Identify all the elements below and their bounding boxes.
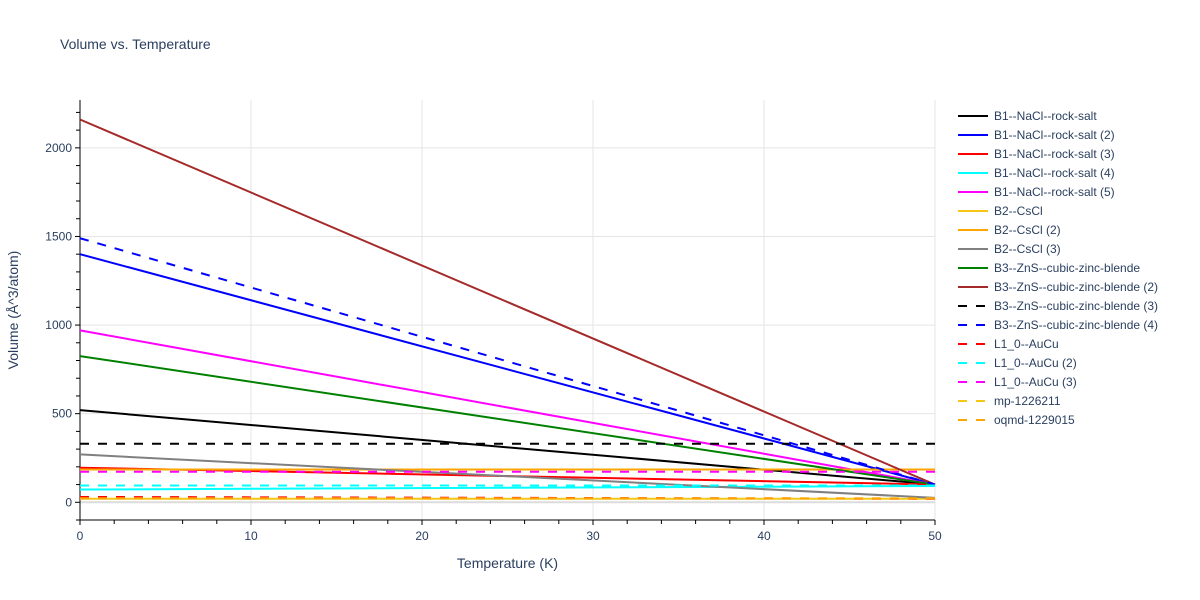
legend-item[interactable]: B3--ZnS--cubic-zinc-blende	[958, 258, 1158, 277]
legend-swatch-icon	[958, 304, 988, 307]
legend-label: B2--CsCl (3)	[994, 241, 1061, 256]
x-tick-label: 40	[757, 529, 771, 543]
y-tick-label: 2000	[45, 141, 72, 155]
legend-swatch-icon	[958, 361, 988, 364]
legend-item[interactable]: B1--NaCl--rock-salt (4)	[958, 163, 1158, 182]
y-tick-label: 500	[52, 407, 72, 421]
legend-label: L1_0--AuCu (3)	[994, 374, 1077, 389]
series-line	[79, 237, 936, 486]
y-axis-label: Volume (Å^3/atom)	[5, 251, 21, 370]
legend-swatch-icon	[958, 114, 988, 117]
legend-label: B1--NaCl--rock-salt (3)	[994, 146, 1115, 161]
legend-swatch-icon	[958, 266, 988, 269]
y-tick-label: 0	[65, 495, 72, 509]
legend-label: B1--NaCl--rock-salt (2)	[994, 127, 1115, 142]
legend-item[interactable]: B1--NaCl--rock-salt (5)	[958, 182, 1158, 201]
legend-label: L1_0--AuCu	[994, 336, 1059, 351]
legend-swatch-icon	[958, 323, 988, 326]
series-line	[79, 453, 936, 499]
y-tick-label: 1500	[45, 229, 72, 243]
series-line	[79, 253, 936, 486]
legend: B1--NaCl--rock-salt B1--NaCl--rock-salt (…	[958, 106, 1158, 429]
x-tick-label: 20	[415, 529, 429, 543]
legend-item[interactable]: oqmd-1229015	[958, 410, 1158, 429]
legend-item[interactable]: L1_0--AuCu (2)	[958, 353, 1158, 372]
x-tick-label: 50	[928, 529, 942, 543]
legend-label: B1--NaCl--rock-salt	[994, 108, 1097, 123]
x-tick-label: 0	[77, 529, 84, 543]
legend-item[interactable]: B3--ZnS--cubic-zinc-blende (4)	[958, 315, 1158, 334]
legend-label: B1--NaCl--rock-salt (5)	[994, 184, 1115, 199]
legend-item[interactable]: B2--CsCl	[958, 201, 1158, 220]
series-line	[79, 118, 936, 486]
legend-label: B3--ZnS--cubic-zinc-blende (2)	[994, 279, 1159, 294]
series-line	[79, 409, 936, 486]
legend-swatch-icon	[958, 133, 988, 136]
legend-item[interactable]: L1_0--AuCu	[958, 334, 1158, 353]
series-line	[79, 329, 936, 486]
legend-swatch-icon	[958, 152, 988, 155]
y-tick-label: 1000	[45, 318, 72, 332]
legend-swatch-icon	[958, 285, 988, 288]
legend-swatch-icon	[958, 190, 988, 193]
legend-label: B1--NaCl--rock-salt (4)	[994, 165, 1115, 180]
legend-swatch-icon	[958, 399, 988, 402]
legend-swatch-icon	[958, 342, 988, 345]
legend-label: B3--ZnS--cubic-zinc-blende (3)	[994, 298, 1159, 313]
x-tick-label: 30	[586, 529, 600, 543]
legend-item[interactable]: B2--CsCl (3)	[958, 239, 1158, 258]
legend-item[interactable]: mp-1226211	[958, 391, 1158, 410]
legend-item[interactable]: B2--CsCl (2)	[958, 220, 1158, 239]
legend-item[interactable]: B3--ZnS--cubic-zinc-blende (2)	[958, 277, 1158, 296]
legend-label: B3--ZnS--cubic-zinc-blende (4)	[994, 317, 1159, 332]
legend-item[interactable]: B1--NaCl--rock-salt (3)	[958, 144, 1158, 163]
legend-swatch-icon	[958, 380, 988, 383]
legend-label: oqmd-1229015	[994, 412, 1075, 427]
legend-label: B3--ZnS--cubic-zinc-blende	[994, 260, 1141, 275]
legend-label: L1_0--AuCu (2)	[994, 355, 1077, 370]
chart-title: Volume vs. Temperature	[60, 36, 211, 52]
legend-item[interactable]: B3--ZnS--cubic-zinc-blende (3)	[958, 296, 1158, 315]
legend-swatch-icon	[958, 228, 988, 231]
legend-swatch-icon	[958, 171, 988, 174]
legend-item[interactable]: L1_0--AuCu (3)	[958, 372, 1158, 391]
legend-swatch-icon	[958, 418, 988, 421]
legend-swatch-icon	[958, 209, 988, 212]
legend-label: mp-1226211	[994, 393, 1061, 408]
legend-item[interactable]: B1--NaCl--rock-salt (2)	[958, 125, 1158, 144]
x-tick-label: 10	[244, 529, 258, 543]
legend-swatch-icon	[958, 247, 988, 250]
legend-item[interactable]: B1--NaCl--rock-salt	[958, 106, 1158, 125]
series-line	[79, 484, 936, 491]
legend-label: B2--CsCl (2)	[994, 222, 1061, 237]
x-axis-label: Temperature (K)	[457, 555, 558, 571]
legend-label: B2--CsCl	[994, 203, 1043, 218]
series-line	[79, 355, 936, 486]
